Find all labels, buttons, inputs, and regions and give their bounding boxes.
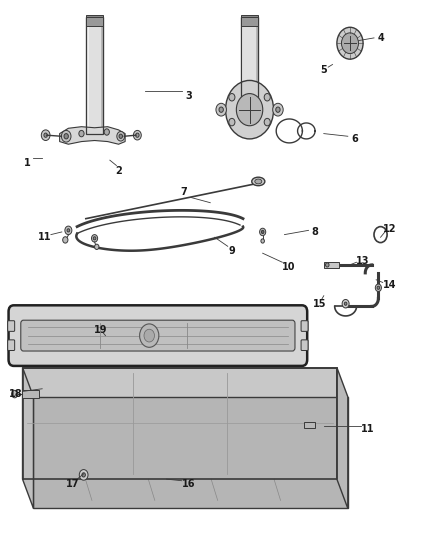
Text: 12: 12	[382, 224, 396, 235]
Circle shape	[134, 131, 141, 140]
Circle shape	[237, 94, 263, 126]
Circle shape	[377, 286, 380, 289]
Text: 11: 11	[38, 232, 51, 243]
Text: 19: 19	[94, 325, 108, 335]
Circle shape	[104, 129, 110, 135]
Text: 2: 2	[115, 166, 122, 176]
FancyBboxPatch shape	[8, 340, 14, 351]
Text: 18: 18	[9, 389, 23, 399]
Text: 13: 13	[357, 256, 370, 266]
Circle shape	[79, 131, 84, 137]
Circle shape	[229, 118, 235, 126]
Text: 3: 3	[185, 91, 192, 101]
Circle shape	[44, 133, 47, 138]
Circle shape	[264, 93, 270, 101]
Circle shape	[375, 284, 381, 292]
Circle shape	[63, 237, 68, 243]
Circle shape	[119, 134, 123, 139]
Polygon shape	[33, 397, 348, 508]
Circle shape	[144, 329, 155, 342]
Bar	[86, 20, 103, 23]
Text: 10: 10	[282, 262, 296, 271]
Text: 4: 4	[377, 33, 384, 43]
Circle shape	[65, 226, 72, 235]
Circle shape	[92, 235, 98, 242]
Bar	[241, 17, 258, 26]
Bar	[241, 17, 258, 107]
Circle shape	[337, 27, 363, 59]
Bar	[86, 17, 103, 134]
Bar	[324, 262, 339, 268]
Circle shape	[342, 33, 358, 54]
Text: 5: 5	[321, 65, 327, 75]
Circle shape	[41, 130, 50, 141]
Polygon shape	[22, 368, 337, 479]
Bar	[241, 17, 258, 107]
Text: 8: 8	[311, 227, 318, 237]
Text: 17: 17	[66, 480, 79, 489]
Text: 15: 15	[313, 298, 326, 309]
Circle shape	[342, 300, 349, 308]
FancyBboxPatch shape	[21, 320, 295, 351]
Circle shape	[219, 107, 223, 112]
Circle shape	[64, 134, 68, 139]
Circle shape	[325, 263, 329, 267]
Polygon shape	[22, 368, 33, 508]
FancyBboxPatch shape	[9, 305, 307, 366]
Text: 9: 9	[229, 246, 236, 255]
Polygon shape	[337, 368, 348, 508]
Circle shape	[61, 131, 71, 142]
Circle shape	[226, 80, 274, 139]
Bar	[86, 17, 103, 26]
Text: 11: 11	[361, 424, 374, 434]
Bar	[86, 17, 103, 134]
Circle shape	[117, 132, 125, 141]
Circle shape	[260, 228, 266, 236]
Circle shape	[276, 107, 280, 112]
Circle shape	[82, 473, 85, 477]
Bar	[86, 17, 89, 134]
Text: 6: 6	[351, 134, 358, 144]
Circle shape	[95, 244, 99, 249]
Polygon shape	[60, 127, 125, 144]
Circle shape	[264, 118, 270, 126]
Bar	[101, 17, 103, 134]
Bar	[304, 422, 315, 427]
Circle shape	[273, 103, 283, 116]
Circle shape	[140, 324, 159, 348]
Circle shape	[79, 470, 88, 480]
Circle shape	[67, 229, 70, 232]
Bar	[21, 390, 39, 398]
FancyBboxPatch shape	[301, 321, 308, 332]
Text: 7: 7	[181, 187, 187, 197]
Ellipse shape	[255, 179, 262, 184]
Circle shape	[12, 390, 18, 398]
Text: 16: 16	[182, 480, 195, 489]
Circle shape	[261, 230, 264, 233]
Circle shape	[216, 103, 226, 116]
Bar	[86, 15, 103, 19]
Bar	[241, 15, 258, 19]
Text: 14: 14	[382, 280, 396, 290]
Circle shape	[261, 239, 265, 243]
Bar	[241, 20, 258, 23]
Bar	[256, 17, 258, 107]
Circle shape	[229, 93, 235, 101]
Circle shape	[136, 133, 139, 138]
Ellipse shape	[252, 177, 265, 185]
FancyBboxPatch shape	[301, 340, 308, 351]
FancyBboxPatch shape	[8, 321, 14, 332]
Circle shape	[344, 302, 347, 305]
Circle shape	[93, 237, 96, 240]
Bar	[241, 17, 243, 107]
Text: 1: 1	[24, 158, 30, 168]
